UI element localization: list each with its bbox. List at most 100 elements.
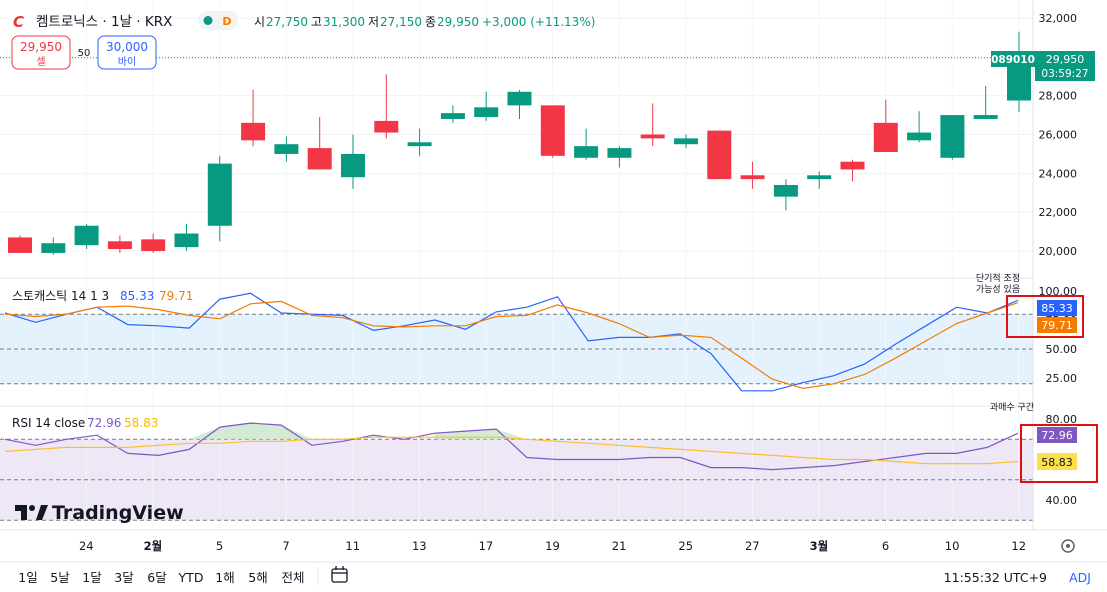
time-tick-label: 13: [412, 539, 427, 553]
stochastic-tick-label: 25.00: [1046, 372, 1078, 385]
candle-body: [973, 115, 998, 119]
range-buttons: 1일 5날 1달 3달 6달 YTD 1해 5해 전체: [18, 570, 304, 585]
time-axis: 24 2월 5 7 11 13 17 19 21 25 27 3월 6 10 12: [79, 539, 1026, 553]
ohlc-label: 고: [311, 15, 322, 29]
settings-gear-icon[interactable]: [1061, 539, 1075, 553]
time-tick-label: 5: [216, 539, 223, 553]
price-tick-label: 28,000: [1039, 90, 1078, 103]
bar-countdown: 03:59:27: [1041, 68, 1088, 80]
price-tick-label: 26,000: [1039, 129, 1078, 142]
rsi-annotation: 과매수 구간: [990, 402, 1034, 413]
rsi-lines: [4, 422, 1019, 471]
candle-body: [207, 163, 232, 226]
market-open-dot-icon: [203, 16, 213, 25]
rsi-highlight-box: [1020, 424, 1098, 483]
price-tick-label: 24,000: [1039, 167, 1078, 180]
clock-time[interactable]: 11:55:32 UTC+9: [944, 570, 1047, 585]
candle-body: [407, 142, 432, 147]
ohlc-value: 31,300: [323, 15, 365, 29]
rsi-tick-label: 40.00: [1046, 494, 1078, 507]
delayed-badge: [219, 13, 235, 28]
tradingview-watermark: TradingView: [15, 502, 184, 524]
ohlc-value: 27,750: [266, 15, 308, 29]
candles: [8, 31, 1031, 255]
candle-body: [440, 113, 465, 119]
symbol-title[interactable]: 켐트로닉스 · 1날 · KRX: [36, 14, 172, 30]
range-button-3[interactable]: 3달: [114, 570, 134, 585]
buy-button[interactable]: 30,000 바이: [97, 35, 157, 70]
candle-body: [107, 241, 132, 250]
stochastic-band: [0, 314, 1033, 384]
range-button-7[interactable]: 5해: [248, 570, 267, 585]
symbol-logo[interactable]: [8, 10, 30, 32]
stochastic-d-badge: [1037, 317, 1077, 333]
candle-body: [474, 107, 499, 118]
candle-body: [907, 132, 932, 141]
stochastic-band-fill: [0, 314, 1033, 384]
range-button-8[interactable]: 전체: [281, 570, 304, 585]
time-tick-label: 7: [282, 539, 289, 553]
tradingview-logo-icon: [15, 505, 48, 520]
ohlc-label: 종: [425, 15, 436, 29]
last-price-value: 29,950: [1046, 53, 1085, 66]
last-price-badge: [1035, 51, 1095, 81]
ohlc-label: 저: [368, 15, 379, 29]
buy-label: 바이: [118, 56, 136, 68]
time-tick-label: 19: [545, 539, 560, 553]
sell-button[interactable]: 29,950 셀: [11, 35, 71, 70]
range-button-4[interactable]: 6달: [147, 570, 167, 585]
candle-body: [74, 225, 99, 246]
calendar-icon[interactable]: [331, 566, 348, 583]
spread-value: 50: [78, 48, 91, 59]
stochastic-d-value: 79.71: [159, 289, 193, 303]
delayed-letter: D: [222, 15, 231, 28]
rsi-line: [4, 422, 1019, 471]
candle-body: [574, 146, 599, 158]
time-tick-label: 3월: [810, 539, 829, 553]
stochastic-annotation: 단기적 조정 가능성 있음: [976, 272, 1020, 295]
ohlc-value: 29,950: [437, 15, 479, 29]
symbol-logo-letter: C: [13, 13, 24, 31]
watermark-text: TradingView: [52, 502, 184, 524]
stochastic-lines: [4, 292, 1019, 392]
time-tick-label: 10: [945, 539, 960, 553]
rsi-legend[interactable]: RSI 14 close 72.96 58.83: [12, 416, 158, 430]
stochastic-highlight-box: [1006, 295, 1084, 338]
candle-body: [707, 130, 732, 180]
time-tick-label: 12: [1011, 539, 1026, 553]
rsi-ma-badge: [1037, 453, 1077, 470]
candle-body: [807, 175, 832, 180]
ohlc-value: 27,150: [380, 15, 422, 29]
candle-body: [174, 233, 199, 248]
candle-body: [374, 120, 399, 133]
time-tick-label: 2월: [144, 539, 163, 553]
range-button-0[interactable]: 1일: [18, 570, 37, 585]
grid: [0, 17, 1033, 521]
candle-body: [873, 122, 898, 152]
stochastic-title: 스토캐스틱 14 1 3: [12, 289, 109, 303]
rsi-ma-line: [4, 436, 1019, 465]
candle-body: [773, 184, 798, 197]
range-button-2[interactable]: 1달: [82, 570, 102, 585]
adj-toggle[interactable]: ADJ: [1069, 570, 1091, 585]
time-tick-label: 11: [345, 539, 360, 553]
ohlc-label: 시: [254, 15, 265, 29]
ohlc-values: 시 27,750 고 31,300 저 27,150 종 29,950: [254, 15, 479, 29]
rsi-title: RSI 14 close: [12, 416, 85, 430]
candle-body: [674, 138, 698, 145]
candle-body: [607, 148, 632, 158]
rsi-tick-label: 80.00: [1046, 413, 1078, 426]
candle-body: [8, 237, 32, 253]
range-button-5[interactable]: YTD: [178, 570, 204, 585]
price-tick-label: 20,000: [1039, 245, 1078, 258]
stochastic-k-line: [4, 292, 1019, 392]
header: C 켐트로닉스 · 1날 · KRX D 시 27,750 고 31,300 저 27,1…: [8, 10, 595, 32]
stochastic-k-badge-value: 85.33: [1041, 302, 1073, 315]
range-button-6[interactable]: 1해: [215, 570, 234, 585]
stochastic-legend[interactable]: 스토캐스틱 14 1 3 85.33 79.71: [12, 289, 193, 303]
candle-body: [307, 148, 332, 170]
candle-body: [540, 105, 565, 156]
range-button-1[interactable]: 5날: [50, 570, 70, 585]
